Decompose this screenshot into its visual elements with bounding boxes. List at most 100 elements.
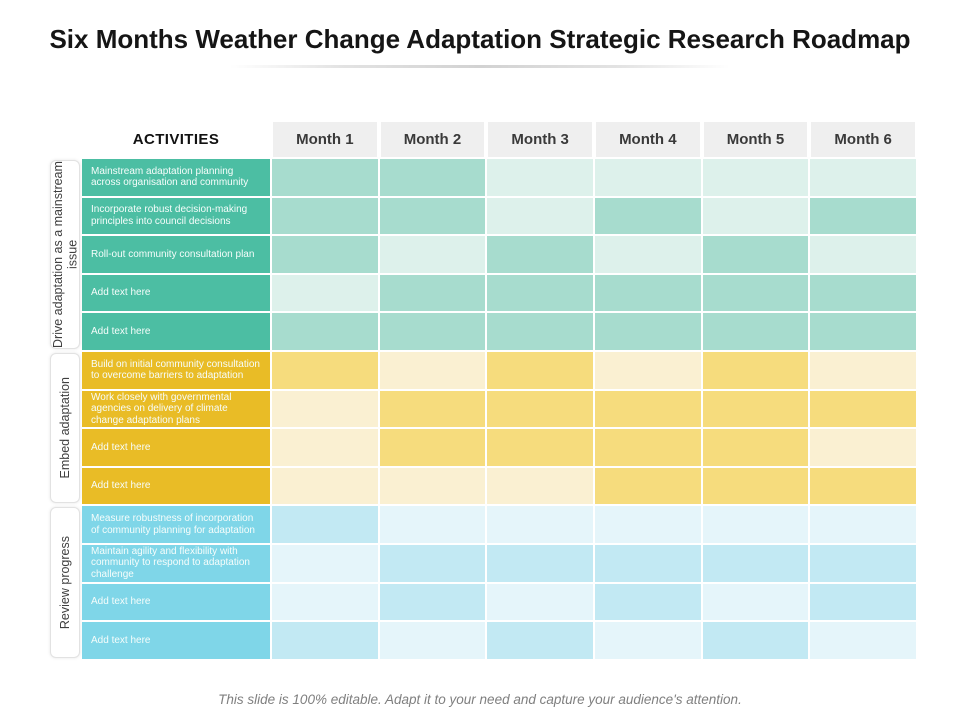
timeline-cell: [702, 351, 809, 389]
timeline-cell: [272, 351, 378, 389]
timeline-cell: [379, 197, 486, 235]
timeline-cell: [702, 467, 809, 505]
timeline-cell: [810, 236, 916, 273]
timeline-cell: [379, 390, 486, 428]
timeline-cell: [810, 274, 916, 312]
month-header: Month 1: [273, 122, 377, 157]
roadmap-table: ACTIVITIES Month 1 Month 2 Month 3 Month 4 Mo…: [50, 122, 916, 659]
timeline-cell: [594, 390, 701, 428]
timeline-cell: [810, 429, 916, 466]
timeline-cell: [594, 236, 701, 273]
timeline-cell: [810, 390, 916, 428]
timeline-cell: [594, 583, 701, 621]
timeline-cell: [810, 159, 916, 196]
timeline-cell: [702, 159, 809, 196]
timeline-cell: [594, 274, 701, 312]
activity-cell: Roll-out community consultation plan: [82, 236, 270, 273]
timeline-cell: [487, 429, 593, 466]
timeline-cell: [487, 544, 593, 582]
timeline-cell: [379, 351, 486, 389]
timeline-cell: [810, 197, 916, 235]
activity-cell: Add text here: [82, 429, 270, 466]
timeline-cell: [702, 197, 809, 235]
activity-cell: Add text here: [82, 313, 270, 350]
timeline-cell: [272, 467, 378, 505]
timeline-cell: [379, 622, 486, 659]
timeline-cell: [487, 622, 593, 659]
timeline-cell: [810, 351, 916, 389]
timeline-cell: [487, 313, 593, 350]
timeline-cell: [594, 544, 701, 582]
timeline-cell: [272, 390, 378, 428]
timeline-cell: [594, 429, 701, 466]
timeline-cell: [702, 236, 809, 273]
section-label: Embed adaptation: [50, 352, 80, 504]
timeline-cell: [594, 622, 701, 659]
timeline-cell: [702, 390, 809, 428]
timeline-cell: [594, 467, 701, 505]
timeline-cell: [594, 159, 701, 196]
timeline-cell: [379, 429, 486, 466]
timeline-cell: [594, 506, 701, 543]
activity-cell: Add text here: [82, 274, 270, 312]
timeline-cell: [487, 351, 593, 389]
timeline-cell: [272, 236, 378, 273]
timeline-cell: [810, 622, 916, 659]
timeline-cell: [594, 313, 701, 350]
activity-cell: Build on initial community consultation …: [82, 351, 270, 389]
timeline-cell: [272, 622, 378, 659]
month-header: Month 2: [380, 122, 485, 157]
timeline-cell: [810, 467, 916, 505]
timeline-cell: [379, 506, 486, 543]
timeline-cell: [272, 159, 378, 196]
activity-cell: Mainstream adaptation planning across or…: [82, 159, 270, 196]
month-header: Month 4: [595, 122, 700, 157]
timeline-cell: [379, 313, 486, 350]
timeline-cell: [379, 544, 486, 582]
timeline-cell: [272, 313, 378, 350]
timeline-cell: [810, 583, 916, 621]
footer-note: This slide is 100% editable. Adapt it to…: [218, 692, 742, 707]
page-title: Six Months Weather Change Adaptation Str…: [49, 24, 911, 54]
activities-header: ACTIVITIES: [82, 122, 270, 157]
month-header: Month 5: [703, 122, 808, 157]
timeline-cell: [487, 390, 593, 428]
timeline-cell: [379, 467, 486, 505]
timeline-cell: [272, 583, 378, 621]
timeline-cell: [487, 159, 593, 196]
timeline-cell: [594, 197, 701, 235]
timeline-cell: [702, 313, 809, 350]
timeline-cell: [702, 506, 809, 543]
timeline-cell: [702, 429, 809, 466]
timeline-cell: [594, 351, 701, 389]
timeline-cell: [702, 544, 809, 582]
timeline-cell: [702, 274, 809, 312]
timeline-cell: [487, 467, 593, 505]
timeline-cell: [702, 583, 809, 621]
activity-cell: Work closely with governmental agencies …: [82, 390, 270, 428]
timeline-cell: [702, 622, 809, 659]
timeline-cell: [487, 236, 593, 273]
timeline-cell: [272, 197, 378, 235]
timeline-cell: [487, 197, 593, 235]
section-label-text: Drive adaptation as a mainstream issue: [50, 161, 79, 348]
section-label-text: Embed adaptation: [57, 377, 72, 479]
timeline-cell: [272, 506, 378, 543]
activity-cell: Measure robustness of incorporation of c…: [82, 506, 270, 543]
timeline-cell: [379, 274, 486, 312]
section-label-text: Review progress: [57, 535, 72, 630]
timeline-cell: [487, 506, 593, 543]
timeline-cell: [379, 236, 486, 273]
section-label: Drive adaptation as a mainstream issue: [50, 160, 80, 349]
timeline-cell: [272, 429, 378, 466]
timeline-cell: [487, 583, 593, 621]
title-divider: [230, 65, 730, 68]
timeline-cell: [487, 274, 593, 312]
activity-cell: Maintain agility and flexibility with co…: [82, 544, 270, 582]
activity-cell: Add text here: [82, 583, 270, 621]
section-label: Review progress: [50, 507, 80, 658]
timeline-cell: [272, 274, 378, 312]
month-header: Month 3: [488, 122, 592, 157]
timeline-cell: [272, 544, 378, 582]
